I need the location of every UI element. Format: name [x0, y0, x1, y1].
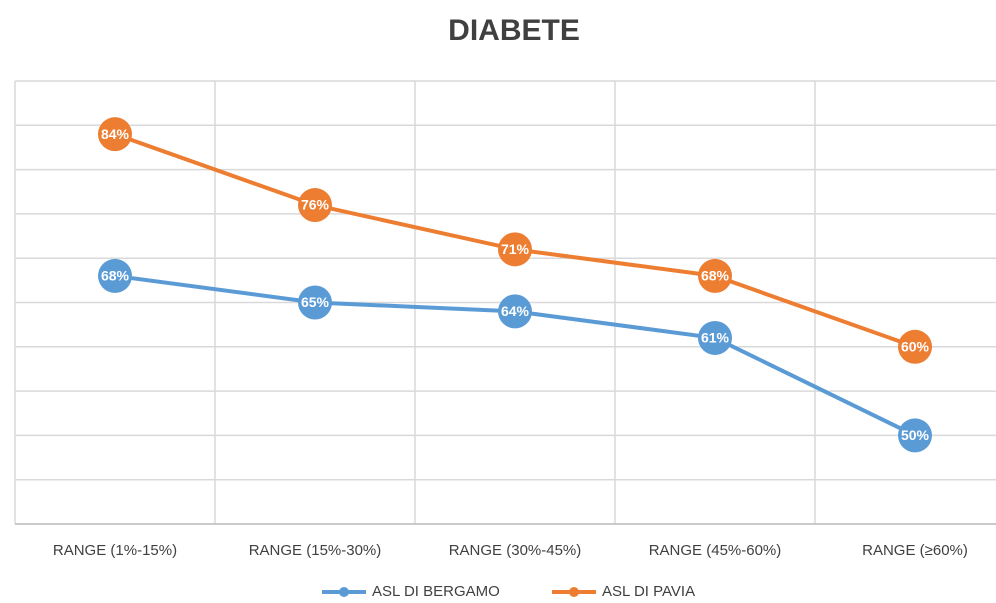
x-tick-label: RANGE (15%-30%): [249, 542, 382, 559]
x-tick-label: RANGE (45%-60%): [649, 542, 782, 559]
data-label: 60%: [901, 339, 930, 355]
data-label: 68%: [101, 268, 130, 284]
marker: [898, 418, 932, 453]
marker: [298, 188, 332, 223]
legend-label: ASL DI BERGAMO: [372, 583, 500, 600]
marker: [298, 285, 332, 320]
data-label: 84%: [101, 126, 130, 142]
x-tick-label: RANGE (1%-15%): [53, 542, 177, 559]
data-label: 76%: [301, 197, 330, 213]
data-label: 65%: [301, 294, 330, 310]
marker: [698, 320, 732, 355]
legend-marker: [569, 587, 579, 597]
data-label: 61%: [701, 330, 730, 346]
data-label: 50%: [901, 427, 930, 443]
marker: [898, 329, 932, 364]
marker: [498, 294, 532, 329]
marker: [98, 117, 132, 152]
data-label: 64%: [501, 303, 530, 319]
data-label: 68%: [701, 268, 730, 284]
marker: [98, 258, 132, 293]
chart-title: DIABETE: [448, 14, 580, 47]
legend-label: ASL DI PAVIA: [602, 583, 695, 600]
data-label: 71%: [501, 241, 530, 257]
marker: [498, 232, 532, 267]
legend-marker: [339, 587, 349, 597]
x-tick-label: RANGE (30%-45%): [449, 542, 582, 559]
marker: [698, 258, 732, 293]
x-tick-label: RANGE (≥60%): [862, 542, 968, 559]
